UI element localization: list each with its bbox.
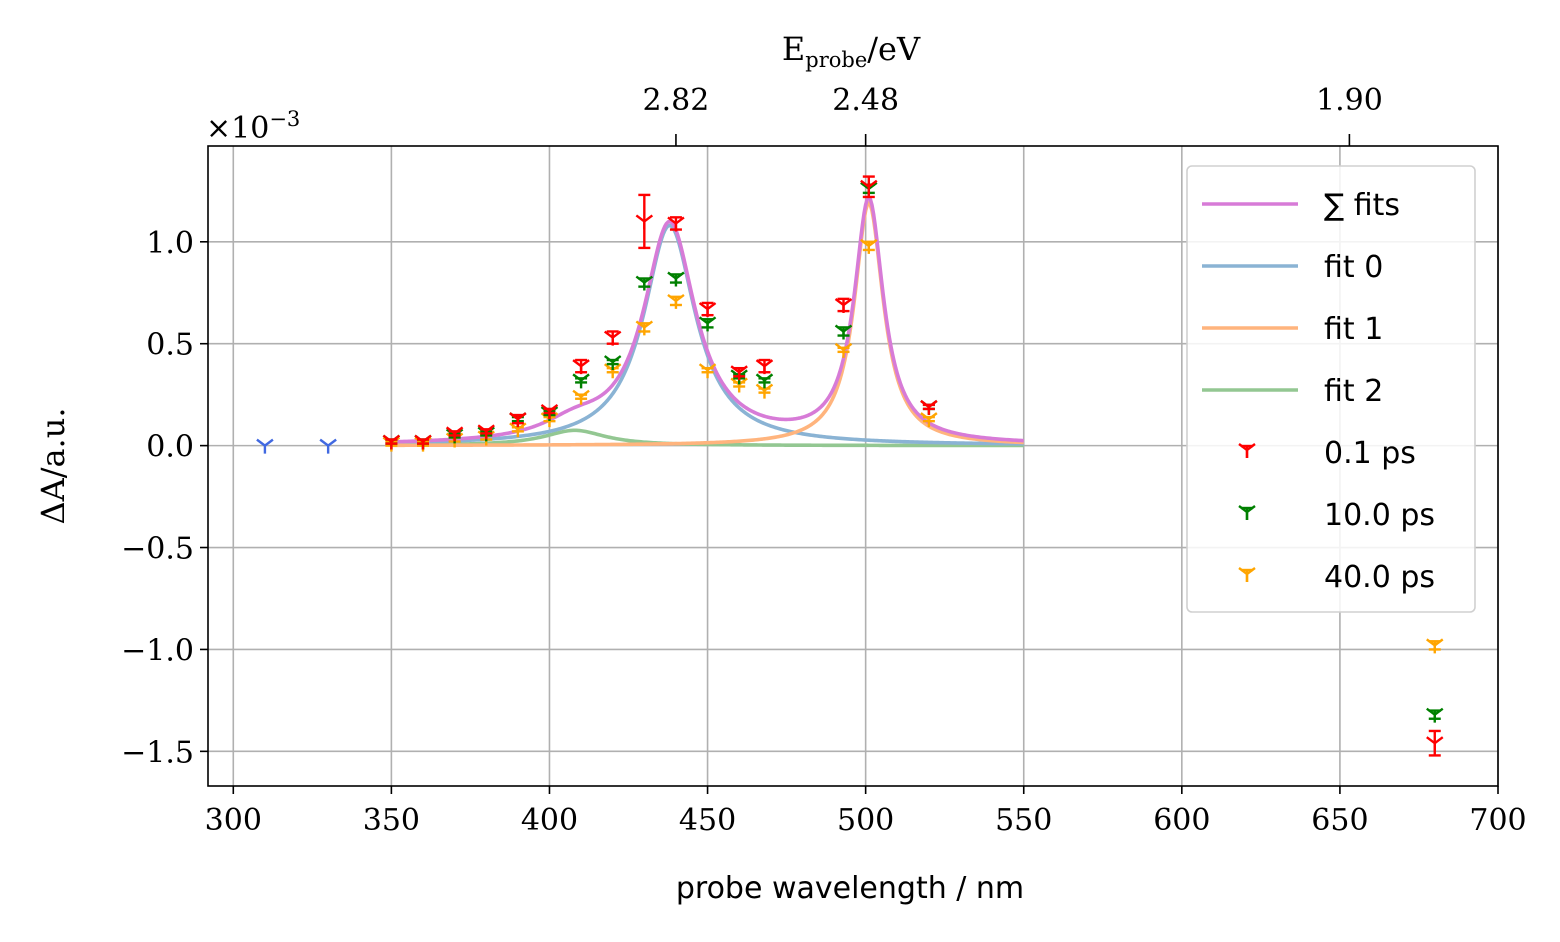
data-point [445, 426, 464, 442]
scale-factor-label: ×10−3 [206, 107, 300, 146]
top-axis-label-unit: /eV [867, 30, 921, 68]
data-point [755, 373, 774, 389]
data-point [730, 377, 748, 393]
top-tick-label: 2.48 [832, 83, 899, 118]
x-tick-label: 500 [837, 803, 894, 838]
data-point [635, 320, 654, 336]
legend-marker-swatch [1238, 505, 1256, 520]
data-point [860, 238, 878, 254]
data-point [256, 438, 274, 454]
data-point [509, 422, 527, 438]
legend-label: fit 1 [1324, 312, 1383, 347]
legend-item: 40.0 ps [1238, 560, 1435, 595]
data-point [834, 342, 853, 358]
data-point [635, 214, 654, 230]
x-tick-label: 550 [995, 803, 1052, 838]
legend-label: 40.0 ps [1324, 560, 1435, 595]
series-reference [256, 438, 337, 454]
data-point [603, 355, 622, 371]
top-tick-label: 2.82 [643, 83, 710, 118]
top-tick-label: 1.90 [1316, 83, 1383, 118]
data-point [860, 179, 878, 195]
data-point [1426, 736, 1444, 752]
y-tick-label: 1.0 [146, 226, 194, 261]
scale-factor-base: ×10 [206, 111, 269, 146]
x-axis-label: probe wavelength / nm [676, 871, 1024, 906]
legend-item: fit 2 [1202, 374, 1383, 409]
data-point [667, 293, 685, 309]
data-point [755, 359, 774, 375]
data-point [603, 363, 622, 379]
data-points [256, 175, 1444, 757]
data-point [834, 324, 853, 340]
data-point [477, 424, 495, 440]
legend-marker-swatch [1238, 567, 1256, 582]
data-point [1426, 638, 1444, 654]
data-point [730, 365, 748, 381]
data-point [572, 373, 590, 389]
data-point [635, 275, 654, 291]
data-point [920, 399, 938, 415]
data-point [572, 389, 590, 405]
legend-marker-swatch [1238, 443, 1256, 458]
data-point [667, 271, 685, 287]
data-point [698, 363, 717, 379]
top-axis-label-sub: probe [805, 48, 867, 72]
x-tick-label: 300 [205, 803, 262, 838]
x-tick-label: 400 [521, 803, 578, 838]
legend-label: 0.1 ps [1324, 436, 1416, 471]
legend-label: fit 2 [1324, 374, 1383, 409]
series-0-1ps [382, 175, 1444, 757]
legend-item: 0.1 ps [1238, 436, 1416, 471]
legend-item: 10.0 ps [1238, 498, 1435, 533]
y-axis-label: ΔA/a.u. [34, 407, 72, 524]
legend-label: fit 0 [1324, 250, 1383, 285]
fit-curves [391, 195, 1024, 448]
legend-item: fit 0 [1202, 250, 1383, 285]
legend-label: 10.0 ps [1324, 498, 1435, 533]
y-tick-label: 0.0 [146, 430, 194, 465]
y-axis-ticks: −1.5 −1.0 −0.5 0.0 0.5 1.0 [121, 226, 208, 770]
y-tick-label: −1.0 [121, 633, 194, 668]
data-point [755, 383, 774, 399]
x-tick-label: 450 [679, 803, 736, 838]
data-point [509, 412, 527, 428]
series-40ps [382, 238, 1444, 654]
data-point [834, 298, 853, 313]
data-point [698, 302, 717, 318]
x-axis-ticks: 300 350 400 450 500 550 600 650 700 [205, 786, 1527, 838]
y-tick-label: −0.5 [121, 532, 194, 567]
data-point [382, 434, 401, 450]
x-tick-label: 350 [363, 803, 420, 838]
data-point [667, 216, 685, 232]
legend: ∑ fits fit 0 fit 1 fit 2 0.1 ps 10.0 ps 40.0 p… [1186, 165, 1476, 613]
y-tick-label: −1.5 [121, 735, 194, 770]
data-point [319, 438, 337, 454]
legend-box [1186, 165, 1476, 613]
data-point [1426, 707, 1444, 723]
y-tick-label: 0.5 [146, 328, 194, 363]
top-axis-label: Eprobe/eV [782, 30, 921, 72]
data-point [603, 330, 622, 346]
data-point [698, 316, 717, 332]
data-point [540, 404, 559, 419]
x-tick-label: 600 [1153, 803, 1210, 838]
legend-item: ∑ fits [1202, 188, 1400, 223]
data-point [572, 359, 590, 375]
fit-curve-1 [391, 201, 1024, 448]
top-axis-label-main: E [782, 30, 805, 68]
legend-label: ∑ fits [1324, 188, 1400, 223]
scale-factor-exponent: −3 [269, 107, 300, 131]
x-tick-label: 700 [1469, 803, 1526, 838]
fit-curve-sum [391, 195, 1024, 444]
data-point [414, 434, 432, 450]
plot-frame [207, 145, 1499, 787]
top-axis-ticks: 2.82 2.48 1.90 [643, 83, 1383, 146]
legend-item: fit 1 [1202, 312, 1383, 347]
data-point [920, 412, 938, 428]
x-tick-label: 650 [1311, 803, 1368, 838]
